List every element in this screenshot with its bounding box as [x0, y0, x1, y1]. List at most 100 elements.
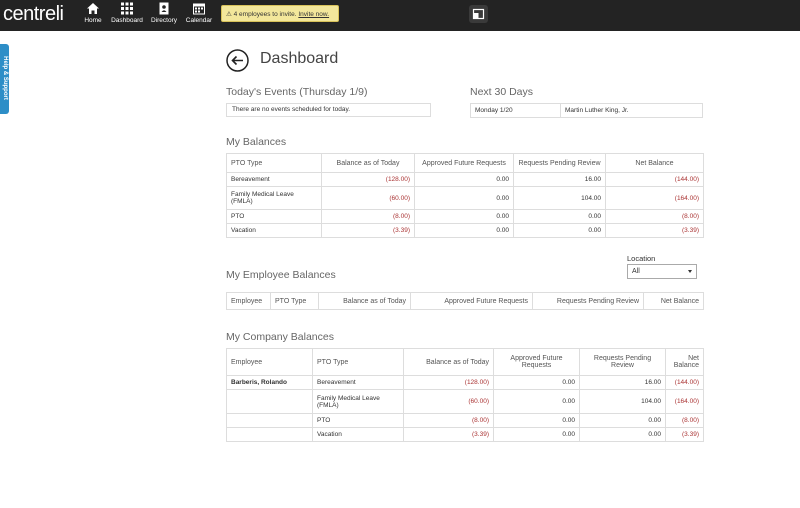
nav-home[interactable]: Home [76, 2, 110, 24]
cell: (3.39) [605, 223, 704, 238]
cell: (144.00) [665, 375, 704, 390]
section-title: My Balances [226, 136, 287, 148]
icon [472, 8, 485, 20]
cell: 16.00 [513, 172, 606, 187]
balance-row: Bereavement (128.00) 0.00 16.00 (144.00) [226, 172, 704, 187]
event-date: Monday 1/20 [470, 103, 561, 118]
column-header: Requests Pending Review [532, 292, 644, 310]
section-title: Next 30 Days [470, 86, 534, 98]
cell: (8.00) [321, 209, 415, 224]
cell: (128.00) [321, 172, 415, 187]
icon [121, 2, 133, 15]
cell: (128.00) [403, 375, 494, 390]
nav-calendar[interactable]: Calendar [182, 2, 216, 24]
cell: 0.00 [414, 172, 514, 187]
cell: 0.00 [579, 413, 666, 428]
my-balances-table: PTO Type Balance as of Today Approved Futu… [226, 153, 704, 238]
upcoming-table: Monday 1/20 Martin Luther King, Jr. [470, 103, 703, 118]
column-header: PTO Type [312, 348, 404, 376]
cell: PTO [226, 209, 322, 224]
event-name: Martin Luther King, Jr. [560, 103, 703, 118]
balance-row: PTO (8.00) 0.00 0.00 (8.00) [226, 209, 704, 224]
column-header: Approved Future Requests [414, 153, 514, 173]
cell: (3.39) [665, 427, 704, 442]
cell: (3.39) [321, 223, 415, 238]
cell: Bereavement [312, 375, 404, 390]
cell: Family Medical Leave (FMLA) [226, 186, 322, 210]
cell: (8.00) [403, 413, 494, 428]
cell: 0.00 [493, 375, 580, 390]
header-row: Employee PTO Type Balance as of Today Appro… [226, 348, 704, 376]
help-tab[interactable]: Help & Support [0, 44, 9, 114]
section-title: My Company Balances [226, 331, 334, 343]
balance-row: Vacation (3.39) 0.00 0.00 (3.39) [226, 223, 704, 238]
nav-label: Directory [150, 17, 177, 24]
location-value: All [632, 268, 640, 275]
cell: (60.00) [403, 389, 494, 414]
column-header: Employee [226, 292, 271, 310]
cell: 104.00 [513, 186, 606, 210]
column-header: Net Balance [605, 153, 704, 173]
nav-dashboard[interactable]: Dashboard [110, 2, 144, 24]
column-header: Requests Pending Review [513, 153, 606, 173]
column-header: Approved Future Requests [493, 348, 580, 376]
toggle-button[interactable] [469, 5, 488, 23]
column-header: Balance as of Today [403, 348, 494, 376]
nav-label: Home [84, 17, 102, 24]
section-title: Today's Events (Thursday 1/9) [226, 86, 368, 98]
help-tab-label: Help & Support [2, 56, 8, 100]
cell: (164.00) [605, 186, 704, 210]
cell: Vacation [312, 427, 404, 442]
nav-directory[interactable]: Directory [147, 2, 181, 24]
cell: Vacation [226, 223, 322, 238]
cell: 0.00 [493, 413, 580, 428]
cell: 0.00 [513, 209, 606, 224]
column-header: Net Balance [665, 348, 704, 376]
column-header: Balance as of Today [318, 292, 411, 310]
cell: 0.00 [414, 209, 514, 224]
icon [159, 2, 169, 15]
nav-label: Dashboard [111, 17, 143, 24]
header-row: Employee PTO Type Balance as of Today Appro… [226, 292, 704, 310]
cell: 0.00 [414, 223, 514, 238]
cell: (8.00) [605, 209, 704, 224]
events-box: There are no events scheduled for today. [226, 103, 431, 117]
cell [226, 389, 313, 414]
icon [193, 3, 205, 15]
nav-label: Calendar [185, 17, 213, 24]
cell: 0.00 [493, 427, 580, 442]
cell: (8.00) [665, 413, 704, 428]
cell [226, 413, 313, 428]
cell: (60.00) [321, 186, 415, 210]
balance-row: PTO (8.00) 0.00 0.00 (8.00) [226, 413, 704, 428]
cell [226, 427, 313, 442]
icon [87, 3, 99, 14]
column-header: PTO Type [270, 292, 319, 310]
top-bar: centreli Home Dashboard Directory Calend… [0, 0, 800, 31]
section-title: My Employee Balances [226, 269, 336, 281]
balance-row: Barberis, Rolando Bereavement (128.00) 0.00… [226, 375, 704, 390]
cell: Bereavement [226, 172, 322, 187]
column-header: PTO Type [226, 153, 322, 173]
cell: 0.00 [493, 389, 580, 414]
invite-link[interactable]: Invite now. [298, 11, 330, 18]
cell: (144.00) [605, 172, 704, 187]
location-select[interactable]: All [627, 264, 697, 279]
cell: 0.00 [579, 427, 666, 442]
cell: (164.00) [665, 389, 704, 414]
cell: 104.00 [579, 389, 666, 414]
page-title: Dashboard [260, 50, 339, 67]
column-header: Net Balance [643, 292, 704, 310]
column-header: Employee [226, 348, 313, 376]
cell: 0.00 [414, 186, 514, 210]
cell: 16.00 [579, 375, 666, 390]
column-header: Approved Future Requests [410, 292, 533, 310]
back-button[interactable] [226, 49, 249, 72]
balance-row: Vacation (3.39) 0.00 0.00 (3.39) [226, 427, 704, 442]
column-header: Requests Pending Review [579, 348, 666, 376]
header-row: PTO Type Balance as of Today Approved Futu… [226, 153, 704, 173]
logo[interactable]: centreli [3, 3, 64, 25]
location-label: Location [627, 254, 656, 263]
cell: Family Medical Leave (FMLA) [312, 389, 404, 414]
